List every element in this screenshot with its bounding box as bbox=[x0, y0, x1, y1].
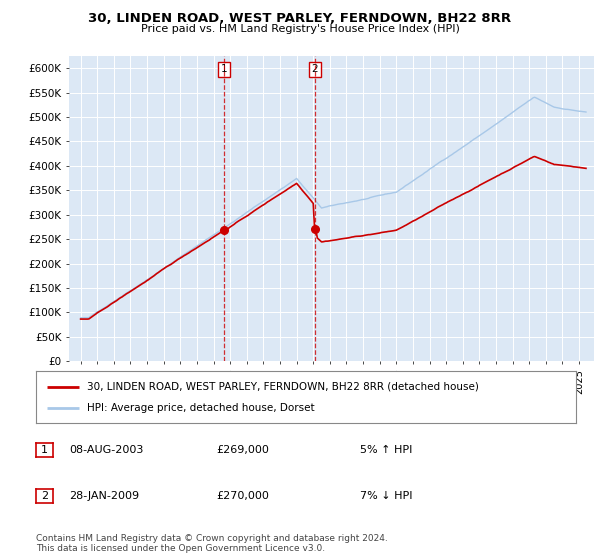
Text: 1: 1 bbox=[221, 64, 227, 74]
Text: 2: 2 bbox=[41, 491, 48, 501]
Text: 2: 2 bbox=[311, 64, 318, 74]
Text: 30, LINDEN ROAD, WEST PARLEY, FERNDOWN, BH22 8RR: 30, LINDEN ROAD, WEST PARLEY, FERNDOWN, … bbox=[88, 12, 512, 25]
Text: 5% ↑ HPI: 5% ↑ HPI bbox=[360, 445, 412, 455]
Text: Price paid vs. HM Land Registry's House Price Index (HPI): Price paid vs. HM Land Registry's House … bbox=[140, 24, 460, 34]
Text: 1: 1 bbox=[41, 445, 48, 455]
Text: 08-AUG-2003: 08-AUG-2003 bbox=[69, 445, 143, 455]
Text: £270,000: £270,000 bbox=[216, 491, 269, 501]
Text: 28-JAN-2009: 28-JAN-2009 bbox=[69, 491, 139, 501]
Text: 7% ↓ HPI: 7% ↓ HPI bbox=[360, 491, 413, 501]
Text: 30, LINDEN ROAD, WEST PARLEY, FERNDOWN, BH22 8RR (detached house): 30, LINDEN ROAD, WEST PARLEY, FERNDOWN, … bbox=[88, 382, 479, 392]
Text: HPI: Average price, detached house, Dorset: HPI: Average price, detached house, Dors… bbox=[88, 403, 315, 413]
Text: £269,000: £269,000 bbox=[216, 445, 269, 455]
Text: Contains HM Land Registry data © Crown copyright and database right 2024.
This d: Contains HM Land Registry data © Crown c… bbox=[36, 534, 388, 553]
